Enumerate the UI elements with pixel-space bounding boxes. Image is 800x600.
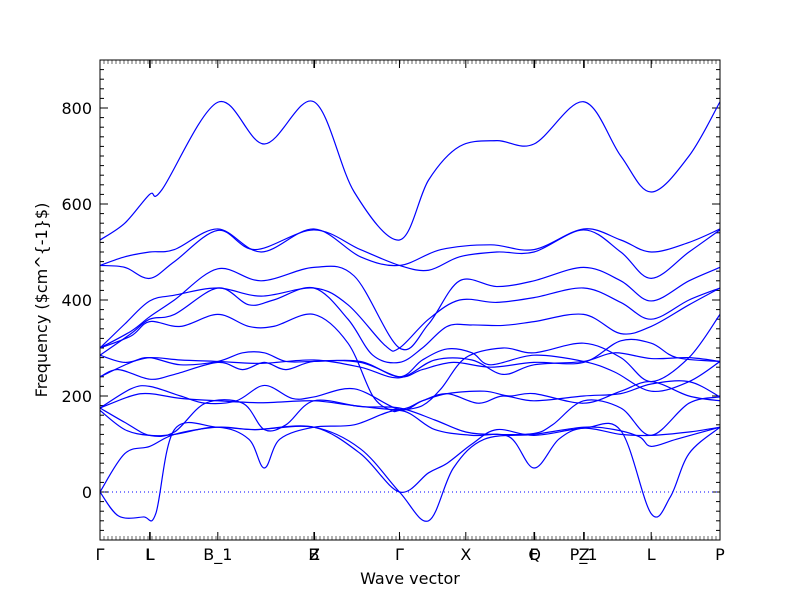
y-tick-label: 400: [61, 291, 92, 310]
x-tick-label: L: [146, 545, 155, 564]
band-line-15: [99, 228, 721, 267]
y-tick-label: 0: [82, 483, 92, 502]
x-tick-label: Q: [528, 545, 541, 564]
x-axis-label: Wave vector: [360, 569, 460, 588]
x-tick-label: L: [647, 545, 656, 564]
y-tick-label: 200: [61, 387, 92, 406]
band-line-2: [99, 422, 721, 518]
band-line-14: [99, 229, 721, 280]
band-line-3: [99, 409, 721, 469]
band-line-12: [99, 287, 721, 352]
band-line-16: [99, 100, 721, 241]
x-tick-label: P_1: [570, 545, 598, 565]
x-tick-label: L: [145, 545, 154, 564]
x-tick-label: Γ: [395, 545, 404, 564]
x-tick-label: P: [715, 545, 725, 564]
y-axis-label: Frequency ($cm^{-1}$): [32, 203, 51, 398]
y-ticks: 0 200 400 600 800: [61, 59, 720, 541]
x-tick-label: Z: [579, 545, 590, 564]
x-tick-label: X: [460, 545, 471, 564]
band-line-6: [99, 380, 721, 411]
x-tick-label: F: [529, 545, 538, 564]
band-series: [99, 100, 721, 522]
band-line-4: [99, 396, 721, 438]
x-tick-label: Z: [309, 545, 320, 564]
x-tick-label: B_1: [203, 545, 232, 565]
band-line-13: [99, 265, 721, 351]
band-line-1: [99, 421, 721, 522]
plot-frame: [99, 59, 721, 541]
band-line-9: [99, 352, 721, 379]
y-tick-label: 800: [61, 99, 92, 118]
y-tick-label: 600: [61, 195, 92, 214]
x-tick-label: Γ: [96, 545, 105, 564]
band-line-8: [99, 348, 721, 393]
band-line-11: [99, 286, 721, 364]
band-line-5: [99, 380, 721, 411]
band-line-10: [99, 313, 721, 413]
x-tick-label: B: [308, 545, 319, 564]
minor-ticks: [99, 60, 721, 540]
